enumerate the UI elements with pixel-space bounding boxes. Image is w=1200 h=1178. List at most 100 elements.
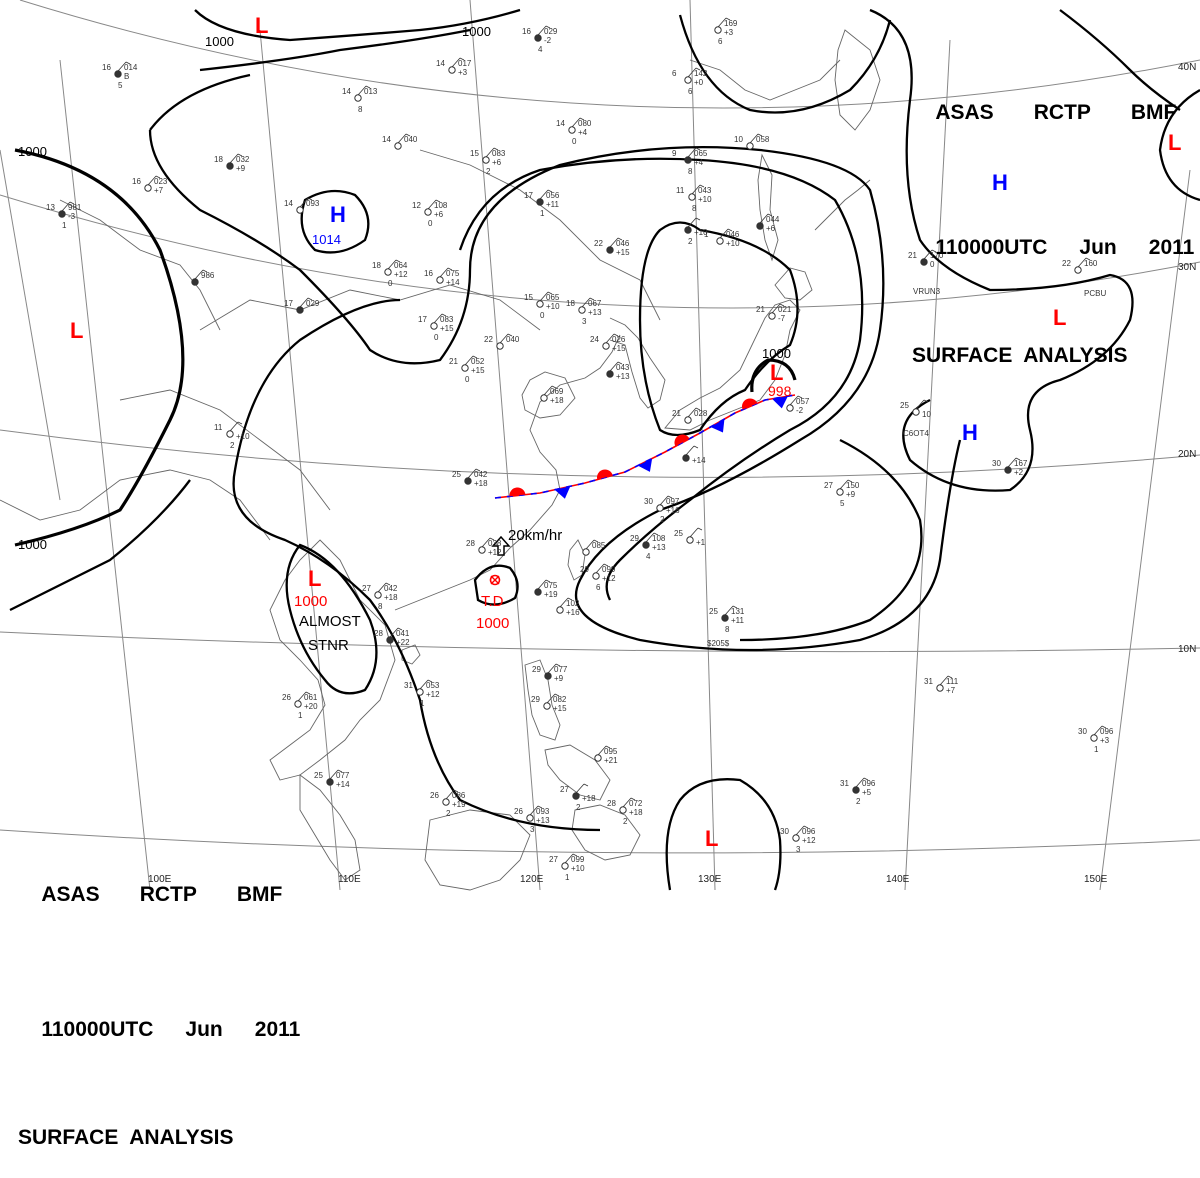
wind-barb-icon [529, 805, 543, 816]
station-temperature: 14 [342, 87, 351, 96]
wind-barb-icon [539, 189, 553, 200]
wind-barb-icon [387, 259, 401, 270]
station-pressure-tendency: +11 [731, 616, 745, 625]
cold-front-symbol-icon [772, 396, 788, 409]
isobar-998-ring [750, 358, 797, 393]
station-temperature: 1 [704, 230, 709, 239]
station-cloud-cover-icon [526, 814, 534, 822]
station-plot: 30 096+31 [1078, 725, 1114, 754]
station-pressure-tendency: +4 [694, 158, 704, 167]
low-center-indochina: L [308, 566, 321, 591]
station-temperature: 27 [824, 481, 833, 490]
station-visibility: 3 [530, 825, 535, 834]
station-cloud-cover-icon [684, 76, 692, 84]
station-pressure-tendency: -2 [544, 36, 552, 45]
station-plot: 12 108+60 [412, 199, 448, 228]
wind-barb-icon [481, 537, 495, 548]
wind-barb-icon [61, 201, 75, 212]
station-pressure-tendency: +3 [724, 28, 734, 37]
station-cloud-cover-icon [684, 226, 692, 234]
station-pressure: 028 [694, 409, 708, 418]
station-temperature: 9 [672, 149, 677, 158]
warm-front-symbol-icon [597, 469, 613, 480]
station-cloud-cover-icon [1004, 466, 1012, 474]
station-temperature: 11 [214, 423, 223, 432]
station-visibility: 8 [688, 167, 693, 176]
station-temperature: 16 [522, 27, 531, 36]
station-cloud-cover-icon [582, 548, 590, 556]
station-visibility: 0 [388, 279, 393, 288]
wind-barb-icon [329, 769, 343, 780]
station-pressure: 032 [236, 155, 250, 164]
station-pressure: 067 [588, 299, 602, 308]
wind-barb-icon [389, 627, 403, 638]
station-plot: 26 061+201 [282, 691, 318, 720]
station-visibility: 5 [840, 499, 845, 508]
station-pressure: 021 [778, 305, 792, 314]
header-line-1: ASAS RCTP BMF [912, 72, 1194, 153]
station-visibility: 6 [688, 87, 693, 96]
wind-barb-icon [687, 407, 701, 418]
station-temperature: 21 [449, 357, 458, 366]
station-plot: 18 067+133 [566, 297, 602, 326]
header-agency: ASAS [935, 101, 994, 124]
station-plot: 14 017+3 [436, 57, 472, 77]
station-plot: 18 064+120 [372, 259, 408, 288]
wind-barb-icon [575, 783, 589, 794]
td-pressure-label: 1000 [476, 615, 509, 632]
station-temperature: 25 [314, 771, 323, 780]
station-pressure: 057 [796, 397, 810, 406]
station-cloud-cover-icon [442, 798, 450, 806]
station-pressure: 023 [154, 177, 168, 186]
station-temperature: 22 [1062, 259, 1071, 268]
station-temperature: 29 [580, 565, 589, 574]
station-pressure-tendency: +10 [698, 195, 712, 204]
ship-id: C6OT4 [903, 429, 929, 438]
station-cloud-cover-icon [191, 278, 199, 286]
station-pressure: 142 [694, 69, 708, 78]
sakhalin-coast [757, 153, 779, 262]
station-cloud-cover-icon [592, 572, 600, 580]
station-pressure: 083 [440, 315, 454, 324]
station-pressure: 043 [616, 363, 630, 372]
station-visibility: 1 [62, 221, 67, 230]
wind-barb-icon [749, 133, 763, 144]
station-plot: 29 108+134 [630, 532, 666, 561]
wind-barb-icon [645, 532, 659, 543]
station-pressure: 077 [336, 771, 350, 780]
station-cloud-cover-icon [536, 300, 544, 308]
station-pressure: 981 [68, 203, 82, 212]
station-cloud-cover-icon [721, 614, 729, 622]
station-pressure: 061 [304, 693, 318, 702]
station-pressure: 075 [446, 269, 460, 278]
station-pressure: 026 [612, 335, 626, 344]
station-plot: 29 082+15 [531, 693, 567, 713]
station-temperature: 14 [436, 59, 445, 68]
station-pressure-tendency: +9 [846, 490, 856, 499]
mindanao-coast [571, 804, 641, 861]
wind-barb-icon [564, 853, 578, 864]
station-pressure-tendency: +14 [692, 456, 706, 465]
station-pressure: 017 [458, 59, 472, 68]
station-pressure: 111 [946, 677, 959, 686]
extra-text: $205$ [707, 639, 730, 648]
china-coast [394, 334, 621, 611]
station-temperature: 14 [382, 135, 391, 144]
station-cloud-cover-icon [684, 416, 692, 424]
station-temperature: 15 [470, 149, 479, 158]
low-center-west: L [70, 318, 83, 343]
header-line-2: 110000UTC Jun 2011 [18, 989, 300, 1070]
station-temperature: 14 [556, 119, 565, 128]
wind-barb-icon [297, 691, 311, 702]
lon-line-140e [904, 39, 951, 891]
station-visibility: 5 [118, 81, 123, 90]
chart-header-top: ASAS RCTP BMF 110000UTC Jun 2011 SURFACE ANA… [912, 18, 1194, 396]
station-plot: 27 099+101 [549, 853, 585, 882]
wind-barb-icon [597, 745, 611, 756]
station-cloud-cover-icon [561, 862, 569, 870]
station-cloud-cover-icon [114, 70, 122, 78]
station-pressure-tendency: +20 [304, 702, 318, 711]
station-temperature: 13 [46, 203, 55, 212]
wind-barb-icon [419, 679, 433, 690]
wind-barb-icon [543, 385, 557, 396]
